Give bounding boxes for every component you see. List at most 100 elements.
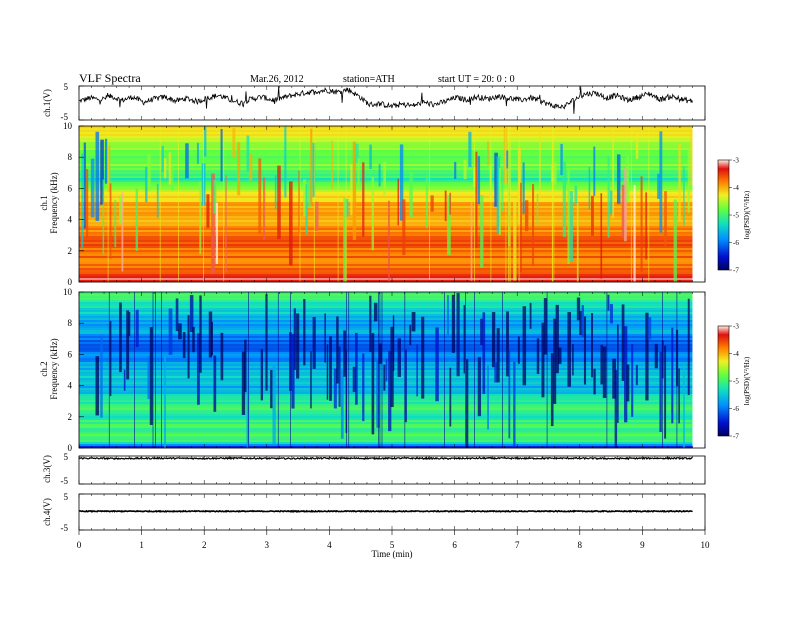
- freq-band: [79, 152, 693, 155]
- freq-band: [79, 266, 693, 269]
- spectral-streak: [185, 143, 189, 179]
- freq-band: [79, 350, 693, 353]
- spectral-streak: [593, 146, 596, 196]
- spectral-streak: [576, 202, 579, 282]
- spectral-streak: [135, 188, 138, 251]
- freq-band: [79, 274, 693, 277]
- spectral-streak: [465, 359, 469, 448]
- spectral-streak: [567, 169, 570, 265]
- freq-band: [79, 224, 693, 227]
- spectral-streak: [588, 166, 591, 210]
- spectral-streak: [579, 310, 582, 336]
- spectral-streak: [659, 131, 663, 233]
- freq-band: [79, 256, 693, 259]
- freq-band: [79, 136, 693, 139]
- freq-tick-label: 4: [68, 381, 73, 391]
- spectral-streak: [522, 306, 527, 386]
- freq-band: [79, 318, 693, 321]
- spectral-streak: [447, 194, 451, 256]
- spectral-streak: [517, 336, 520, 364]
- spectral-streak: [388, 350, 392, 432]
- spectral-streak: [388, 200, 390, 282]
- freq-band: [79, 312, 693, 315]
- spectral-streak: [199, 181, 202, 255]
- spectral-streak: [524, 200, 529, 232]
- colorbar-tick-label: -3: [733, 323, 739, 331]
- spectral-streak: [145, 166, 148, 203]
- spectral-streak: [119, 302, 122, 373]
- spectral-streak: [163, 355, 167, 448]
- colorbar-tick-label: -5: [733, 378, 739, 386]
- freq-band: [79, 128, 693, 131]
- freq-band: [79, 332, 693, 335]
- spectral-streak: [501, 168, 504, 212]
- spectral-streak: [343, 197, 347, 282]
- freq-tick-label: 6: [68, 183, 73, 193]
- freq-band: [79, 196, 693, 199]
- spectral-streak: [373, 302, 378, 322]
- freq-band: [79, 278, 693, 281]
- freq-band: [79, 238, 693, 241]
- spectral-streak: [470, 202, 473, 281]
- spectral-streak: [607, 156, 610, 238]
- spectral-streak: [539, 131, 541, 199]
- spectral-streak: [128, 312, 131, 337]
- freq-band: [79, 232, 693, 235]
- spectral-streak: [609, 303, 613, 324]
- freq-band: [79, 254, 693, 257]
- station-label: station=ATH: [343, 74, 395, 85]
- colorbar-tick-label: -5: [733, 212, 739, 220]
- spectral-streak: [543, 298, 548, 355]
- ch3-ytick-top: 5: [64, 452, 69, 462]
- freq-band: [79, 404, 693, 407]
- spectral-streak: [683, 363, 685, 448]
- time-tick-label: 4: [327, 540, 332, 550]
- freq-band: [79, 268, 693, 271]
- spectral-streak: [499, 167, 501, 235]
- freq-band: [79, 382, 693, 385]
- spectral-streak: [463, 305, 466, 374]
- spectral-streak: [421, 316, 425, 399]
- spectral-streak: [244, 339, 247, 392]
- freq-band: [79, 436, 693, 439]
- spectral-streak: [607, 294, 610, 311]
- spectral-streak: [480, 195, 484, 268]
- ch3-ytick-bottom: -5: [61, 476, 69, 486]
- spectral-streak: [449, 192, 451, 215]
- freq-band: [79, 200, 693, 203]
- spectral-streak: [104, 138, 108, 184]
- time-axis: 0 1 2 3 4 5 6 7 8 9 10: [77, 530, 710, 550]
- freq-band: [79, 432, 693, 435]
- freq-band: [79, 426, 693, 429]
- freq-band: [79, 330, 693, 333]
- spectral-streak: [371, 333, 375, 435]
- freq-band: [79, 334, 693, 337]
- freq-band: [79, 424, 693, 427]
- cb2-label: log(PSD)(V²/Hz): [743, 356, 751, 405]
- spectral-streak: [683, 166, 685, 226]
- freq-tick-label: 0: [68, 277, 73, 287]
- freq-band: [79, 198, 693, 201]
- spectral-streak: [310, 351, 312, 409]
- spectral-streak: [86, 169, 89, 239]
- colorbar-tick-label: -7: [733, 433, 739, 441]
- spectral-streak: [409, 171, 413, 218]
- spectral-streak: [477, 357, 482, 417]
- freq-band: [79, 388, 693, 391]
- freq-band: [79, 392, 693, 395]
- freq-band: [79, 394, 693, 397]
- freq-band: [79, 398, 693, 401]
- spectral-streak: [513, 361, 516, 448]
- start-time-label: start UT = 20: 0 : 0: [438, 74, 515, 85]
- spectral-streak: [633, 185, 636, 282]
- no-data-strip: [692, 292, 705, 448]
- freq-band: [79, 402, 693, 405]
- spectral-streak: [553, 162, 557, 185]
- spectral-streak: [378, 343, 383, 364]
- spectral-streak: [263, 177, 266, 240]
- freq-band: [79, 310, 693, 313]
- freq-band: [79, 410, 693, 413]
- spectral-streak: [673, 199, 677, 282]
- freq-band: [79, 400, 693, 403]
- spectral-streak: [248, 154, 253, 181]
